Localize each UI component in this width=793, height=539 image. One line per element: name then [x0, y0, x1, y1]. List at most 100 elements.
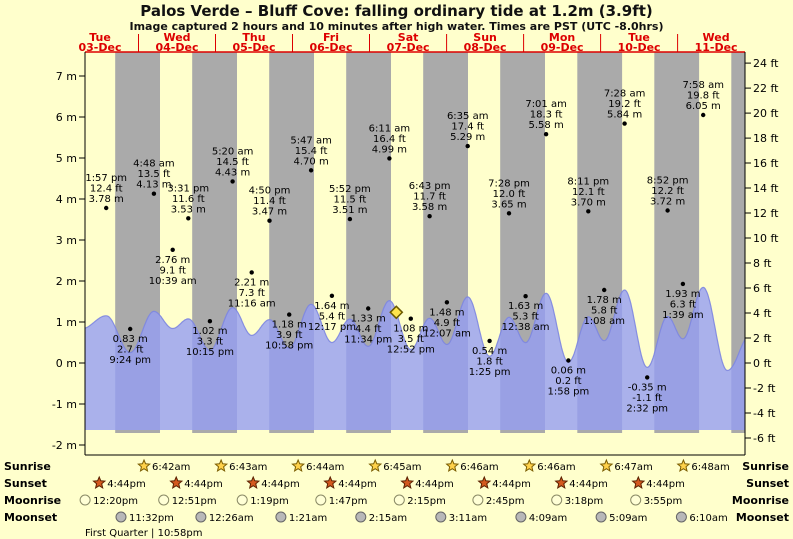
- sunset-star-icon: [323, 475, 338, 489]
- sunrise-time: 6:48am: [691, 462, 729, 473]
- day-label: Fri: [323, 31, 339, 44]
- svg-text:12:52 pm: 12:52 pm: [387, 345, 435, 356]
- svg-text:1:57 pm: 1:57 pm: [85, 173, 127, 184]
- moonrise-circle-icon: [158, 494, 170, 506]
- svg-text:4.99 m: 4.99 m: [372, 144, 407, 155]
- tide-extreme-dot: [622, 121, 627, 126]
- svg-text:6:11 am: 6:11 am: [369, 123, 411, 134]
- svg-text:0.83 m: 0.83 m: [113, 334, 148, 345]
- tide-extreme-dot: [387, 156, 392, 161]
- svg-text:1.08 m: 1.08 m: [393, 324, 428, 335]
- sunrise-star-icon: [368, 458, 383, 472]
- date-label: 07-Dec: [387, 41, 430, 54]
- sunrise-star-icon: [291, 458, 306, 472]
- svg-text:2.7 ft: 2.7 ft: [117, 345, 143, 356]
- tide-extreme-dot: [701, 112, 706, 118]
- day-label: Thu: [242, 31, 265, 44]
- svg-text:2.76 m: 2.76 m: [155, 255, 190, 266]
- date-label: 11-Dec: [695, 41, 738, 54]
- day-label: Wed: [703, 31, 730, 44]
- tide-low-label: 0.83 m2.7 ft9:24 pm: [109, 334, 151, 366]
- tide-extreme-dot: [230, 179, 235, 184]
- sunrise-star-icon: [522, 458, 537, 472]
- day-label: Sun: [473, 31, 497, 44]
- moonrise-circle-icon: [472, 494, 484, 506]
- day-label: Sat: [398, 31, 419, 44]
- svg-text:1.64 m: 1.64 m: [314, 301, 349, 312]
- y-axis-right-label: 16 ft: [753, 157, 779, 170]
- y-axis-left-label: -2 m: [52, 439, 77, 452]
- svg-text:15.4 ft: 15.4 ft: [295, 146, 328, 157]
- y-axis-left-label: 4 m: [56, 193, 77, 206]
- svg-text:6:35 am: 6:35 am: [447, 111, 489, 122]
- svg-text:1.8 ft: 1.8 ft: [476, 356, 502, 367]
- tide-extreme-dot: [427, 214, 432, 219]
- tide-extreme-dot: [586, 209, 591, 214]
- astro-label-left-sunrise: Sunrise: [4, 460, 51, 473]
- moonset-time: 1:21am: [289, 513, 327, 524]
- tide-extreme-dot: [523, 294, 528, 299]
- svg-text:5.84 m: 5.84 m: [607, 110, 642, 121]
- y-axis-left-label: 3 m: [56, 234, 77, 247]
- svg-text:11.7 ft: 11.7 ft: [413, 192, 446, 203]
- moonrise-circle-icon: [79, 494, 91, 506]
- sunrise-star-icon: [676, 458, 691, 472]
- svg-text:3.65 m: 3.65 m: [491, 199, 526, 210]
- sunrise-time: 6:47am: [614, 462, 652, 473]
- svg-text:11:16 am: 11:16 am: [228, 298, 276, 309]
- svg-text:6.3 ft: 6.3 ft: [670, 299, 696, 310]
- sunset-time: 4:44pm: [492, 479, 531, 490]
- sunrise-time: 6:46am: [460, 462, 498, 473]
- date-header: Tue03-DecWed04-DecThu05-DecFri06-DecSat0…: [79, 31, 745, 54]
- sunset-time: 4:44pm: [646, 479, 685, 490]
- moonrise-circle-icon: [393, 494, 405, 506]
- svg-text:19.2 ft: 19.2 ft: [608, 99, 641, 110]
- y-axis-right-label: 10 ft: [753, 232, 779, 245]
- svg-text:3.9 ft: 3.9 ft: [276, 330, 302, 341]
- current-tide-marker-icon: [389, 305, 404, 320]
- tide-extreme-dot: [680, 281, 686, 287]
- svg-text:1:39 am: 1:39 am: [662, 310, 704, 321]
- svg-text:17.4 ft: 17.4 ft: [451, 122, 484, 133]
- svg-text:3.70 m: 3.70 m: [571, 197, 606, 208]
- y-axis-right-label: -4 ft: [753, 407, 776, 420]
- sunset-star-icon: [554, 475, 569, 489]
- astro-label-right-moonset: Moonset: [736, 511, 789, 524]
- moonset-circle-icon: [675, 511, 687, 523]
- svg-text:1.18 m: 1.18 m: [272, 320, 307, 331]
- y-axis-left-label: 5 m: [56, 152, 77, 165]
- moonrise-time: 12:20pm: [93, 496, 138, 507]
- y-axis-right-label: -2 ft: [753, 382, 776, 395]
- tide-extreme-dot: [267, 218, 272, 223]
- sunrise-time: 6:42am: [152, 462, 190, 473]
- sunrise-star-icon: [214, 458, 229, 472]
- tide-extreme-dot: [329, 293, 335, 298]
- svg-text:11.5 ft: 11.5 ft: [334, 195, 367, 206]
- sunset-time: 4:44pm: [415, 479, 454, 490]
- svg-text:5:52 pm: 5:52 pm: [329, 184, 371, 195]
- sunrise-time: 6:46am: [537, 462, 575, 473]
- svg-text:1.93 m: 1.93 m: [665, 289, 700, 300]
- svg-text:12:17 pm: 12:17 pm: [308, 322, 356, 333]
- svg-text:3.47 m: 3.47 m: [252, 207, 287, 218]
- svg-text:5.8 ft: 5.8 ft: [591, 306, 617, 317]
- svg-text:7.3 ft: 7.3 ft: [239, 288, 265, 299]
- moonrise-circle-icon: [630, 494, 642, 506]
- sunset-time: 4:44pm: [184, 479, 223, 490]
- tide-extreme-dot: [665, 208, 670, 213]
- svg-text:5:47 am: 5:47 am: [290, 135, 332, 146]
- svg-text:12:07 am: 12:07 am: [423, 328, 471, 339]
- svg-text:1:25 pm: 1:25 pm: [469, 367, 511, 378]
- date-label: 04-Dec: [156, 41, 199, 54]
- svg-text:2:32 pm: 2:32 pm: [626, 403, 668, 414]
- svg-text:0.06 m: 0.06 m: [551, 366, 586, 377]
- page-title: Palos Verde – Bluff Cove: falling ordina…: [140, 2, 653, 20]
- sunset-star-icon: [92, 475, 107, 489]
